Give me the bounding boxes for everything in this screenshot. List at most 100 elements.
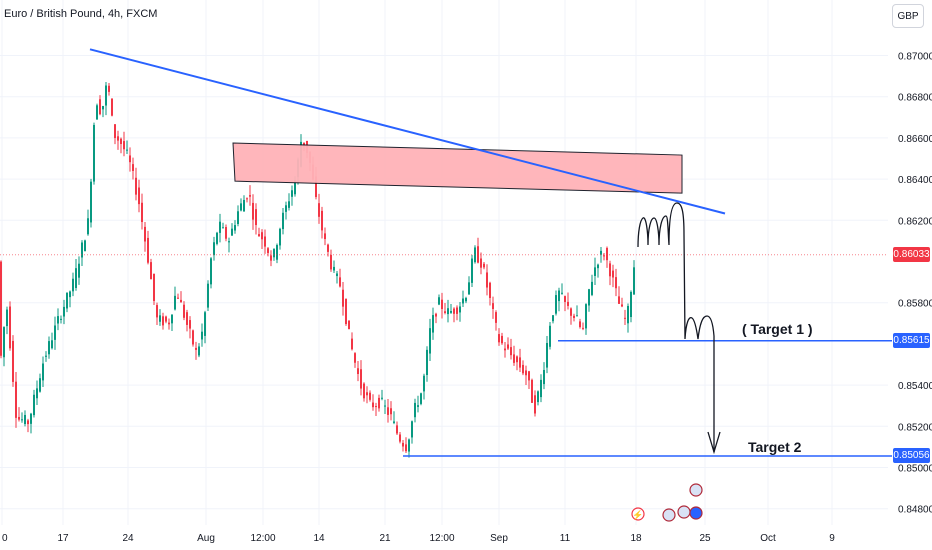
candle-body [195,347,197,350]
candle-body [606,247,608,261]
chart-title: Euro / British Pound, 4h, FXCM [4,8,158,20]
candle-body [357,368,359,375]
candle-body [555,295,557,314]
candle-body [6,309,8,327]
candle-body [513,354,515,363]
candle-body [480,258,482,268]
candle-body [186,312,188,325]
candle-body [360,369,362,389]
candle-body [489,282,491,299]
candle-body [3,327,5,358]
candle-body [354,353,356,363]
candle-body [429,328,431,354]
candle-body [594,267,596,276]
y-tick-label: 0.85400 [898,381,932,392]
candle-body [0,261,2,356]
current-price-label: 0.86033 [893,247,930,263]
candle-body [138,187,140,205]
candle-body [240,203,242,211]
x-tick-label: Aug [197,533,215,544]
candle-body [201,331,203,340]
candle-body [168,322,170,325]
candle-body [72,278,74,292]
candle-body [390,408,392,415]
candle-body [219,221,221,233]
candle-body [447,308,449,315]
candle-body [345,298,347,325]
candle-body [267,248,269,254]
candle-body [162,316,164,326]
candle-body [405,444,407,452]
candle-body [48,341,50,355]
candle-body [324,233,326,240]
currency-button[interactable]: GBP [892,4,924,28]
candle-body [378,397,380,409]
candle-body [141,202,143,223]
flag-event-icon [689,506,703,520]
candle-body [381,397,383,399]
candle-body [264,236,266,247]
candle-body [54,325,56,340]
candle-body [45,355,47,357]
candle-body [36,388,38,399]
arrow-head [707,431,721,455]
candle-body [108,85,110,92]
candle-body [573,315,575,318]
candle-body [90,181,92,223]
candle-body [321,210,323,231]
candle-body [471,258,473,283]
target2-price-label: 0.85056 [893,448,930,464]
candle-body [459,306,461,313]
candle-body [147,237,149,263]
candle-body [369,392,371,400]
candle-body [612,270,614,278]
candle-body [318,203,320,217]
candle-body [444,311,446,313]
candle-body [198,346,200,356]
candle-body [87,218,89,235]
candle-body [81,242,83,258]
y-tick-label: 0.86600 [898,134,932,145]
candle-body [12,340,14,382]
candle-body [402,442,404,447]
candle-body [564,296,566,302]
candle-body [591,281,593,295]
candle-body [180,299,182,303]
candle-body [171,314,173,324]
x-tick-label: 12:00 [429,533,454,544]
candle-body [417,405,419,407]
flag-event-icon [677,505,691,519]
candle-body [315,176,317,198]
candle-body [465,297,467,302]
candle-body [453,308,455,314]
candle-body [603,255,605,257]
candle-body [27,420,29,425]
candle-body [600,250,602,255]
candle-body [123,141,125,150]
x-tick-label: 14 [313,533,325,544]
candle-body [618,296,620,304]
candle-body [411,421,413,438]
target2-annotation: Target 2 [748,439,802,455]
y-tick-label: 0.84800 [898,505,932,516]
candle-body [117,136,119,141]
candle-body [261,232,263,240]
candle-body [213,242,215,256]
candle-body [561,292,563,294]
candle-body [435,313,437,317]
candle-body [237,211,239,224]
candle-body [501,335,503,344]
candle-body [531,379,533,403]
candle-body [576,315,578,317]
candle-body [78,263,80,278]
x-tick-label: 24 [122,533,134,544]
candle-body [579,321,581,328]
resistance-zone [232,142,683,194]
candle-body [336,273,338,277]
candle-body [333,266,335,271]
candle-body [588,289,590,306]
y-tick-label: 0.86200 [898,216,932,227]
candle-body [351,338,353,350]
trendline [89,48,726,215]
